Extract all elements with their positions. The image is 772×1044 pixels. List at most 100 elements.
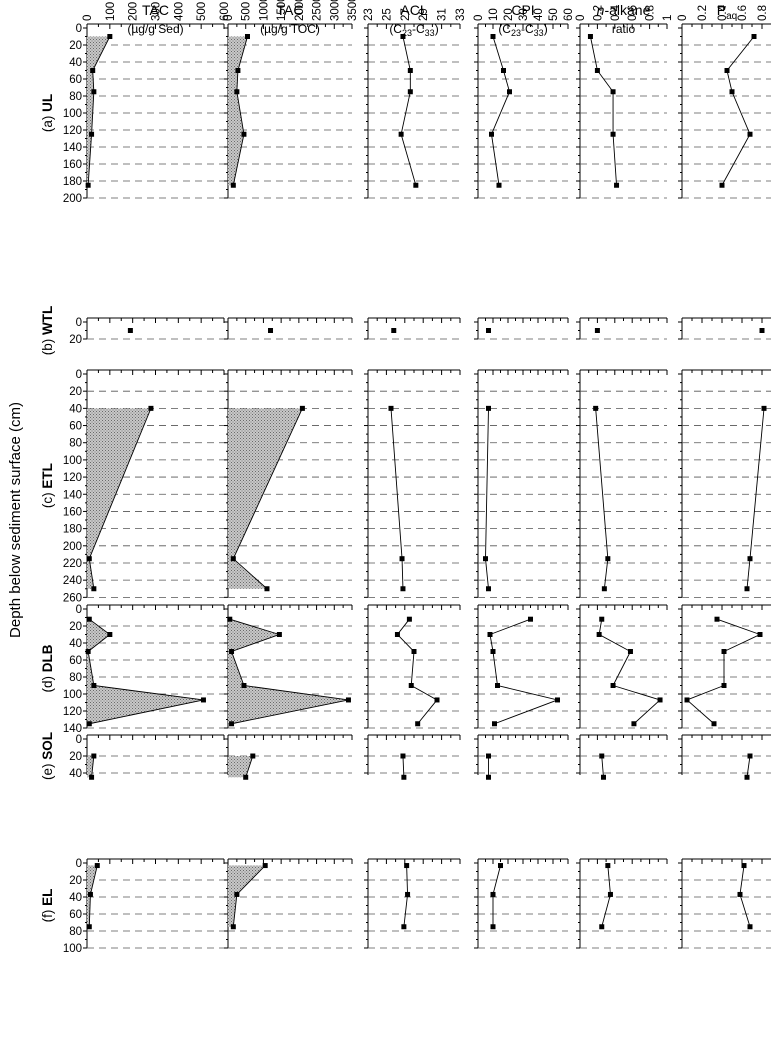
data-point-tac_toc [241, 683, 247, 688]
data-point-paq [741, 863, 747, 869]
depth-tick-label: 160 [63, 506, 82, 518]
x-tick-label-acl: 27 [400, 8, 412, 21]
depth-tick-label: 60 [69, 655, 82, 667]
column-subheader-tac_toc: (µg/g TOC) [260, 22, 320, 36]
column-header-acl: ACL [400, 2, 427, 18]
depth-tick-label: 80 [69, 672, 82, 684]
series-line-acl [400, 36, 417, 186]
data-point-alkane [594, 328, 600, 333]
data-point-alkane [605, 556, 611, 562]
column-subheader-acl: (C23-C33) [389, 22, 438, 38]
x-tick-label-alkane: 0 [575, 15, 587, 21]
data-point-cpi [490, 891, 496, 897]
data-point-tac_toc [241, 131, 247, 137]
x-tick-label-paq: 0.2 [697, 5, 709, 21]
depth-tick-label: 0 [76, 369, 82, 381]
depth-tick-label: 0 [76, 734, 82, 746]
data-point-tac_toc [250, 753, 256, 759]
data-point-tac_sed [86, 721, 92, 727]
x-tick-label-tac_toc: 1500 [276, 0, 288, 21]
x-tick-label-tac_sed: 100 [105, 2, 117, 21]
data-point-cpi [490, 924, 496, 930]
site-label-sol: (e) SOL [40, 732, 55, 780]
depth-tick-label: 40 [69, 403, 82, 415]
x-tick-label-paq: 0.4 [717, 4, 729, 21]
column-header-paq: Paq [717, 2, 737, 22]
depth-tick-label: 40 [69, 892, 82, 904]
series-line-acl [402, 755, 405, 778]
depth-tick-label: 20 [69, 40, 82, 52]
x-tick-label-tac_toc: 3000 [329, 0, 341, 21]
site-label-etl: (c) ETL [40, 463, 55, 508]
depth-tick-label: 160 [63, 159, 82, 171]
data-point-tac_sed [87, 891, 93, 897]
data-point-tac_toc [230, 182, 236, 188]
data-point-alkane [599, 616, 605, 622]
data-point-acl [401, 924, 407, 930]
series-line-alkane [589, 36, 617, 186]
data-point-tac_sed [127, 328, 133, 333]
x-tick-label-tac_sed: 0 [82, 15, 94, 21]
data-point-acl [399, 556, 405, 562]
filled-area-tac_toc [228, 865, 266, 927]
data-point-acl [398, 131, 404, 137]
depth-tick-label: 120 [63, 706, 82, 718]
data-point-acl [400, 753, 406, 759]
column-subheader-cpi: (C23-C33) [498, 22, 547, 38]
data-point-cpi [490, 34, 496, 39]
data-point-tac_sed [89, 774, 95, 780]
data-point-acl [408, 683, 414, 688]
x-tick-label-tac_sed: 500 [196, 2, 208, 21]
data-point-acl [407, 68, 413, 73]
depth-tick-label: 140 [63, 489, 82, 501]
site-label-ul: (a) UL [40, 94, 55, 132]
x-tick-label-tac_sed: 600 [219, 2, 231, 21]
data-point-acl [388, 405, 394, 411]
data-point-alkane [627, 649, 633, 654]
data-point-paq [751, 34, 757, 39]
depth-tick-label: 0 [76, 604, 82, 616]
data-point-tac_sed [85, 649, 91, 654]
column-header-alkane: n-alkane [597, 2, 651, 18]
data-point-cpi [555, 697, 560, 703]
data-point-paq [744, 774, 750, 780]
x-tick-label-cpi: 40 [533, 8, 545, 21]
data-point-tac_sed [91, 89, 97, 95]
x-tick-label-tac_toc: 3500 [347, 0, 359, 21]
depth-tick-label: 140 [63, 723, 82, 735]
depth-tick-label: 180 [63, 176, 82, 188]
column-header-tac_sed: TAC [142, 2, 169, 18]
depth-tick-label: 100 [63, 943, 82, 955]
x-tick-label-tac_sed: 400 [173, 2, 185, 21]
data-point-alkane [610, 683, 616, 688]
series-line-alkane [601, 755, 604, 778]
series-line-acl [390, 408, 404, 589]
data-point-tac_toc [234, 891, 240, 897]
site-label-el: (f) EL [40, 889, 55, 923]
depth-tick-label: 220 [63, 558, 82, 570]
x-tick-label-cpi: 0 [473, 15, 485, 21]
depth-tick-label: 240 [63, 575, 82, 587]
depth-tick-label: 20 [69, 751, 82, 763]
column-subheader-alkane: ratio [612, 22, 636, 36]
series-line-cpi [485, 408, 489, 589]
depth-tick-label: 40 [69, 638, 82, 650]
filled-area-tac_toc [228, 619, 349, 724]
x-tick-label-cpi: 50 [548, 8, 560, 21]
data-point-cpi [496, 182, 502, 188]
data-point-tac_sed [107, 632, 113, 637]
x-tick-label-tac_sed: 300 [151, 2, 163, 21]
depth-tick-label: 140 [63, 142, 82, 154]
x-tick-label-acl: 33 [455, 8, 467, 21]
data-point-tac_toc [234, 89, 240, 95]
data-point-paq [759, 328, 765, 333]
data-point-alkane [610, 131, 616, 137]
data-point-acl [411, 649, 417, 654]
x-tick-label-alkane: 0.8 [645, 5, 657, 21]
series-line-acl [396, 618, 438, 725]
series-line-alkane [598, 619, 661, 725]
data-point-tac_sed [200, 697, 206, 703]
data-point-alkane [599, 924, 605, 930]
data-point-cpi [492, 721, 497, 727]
